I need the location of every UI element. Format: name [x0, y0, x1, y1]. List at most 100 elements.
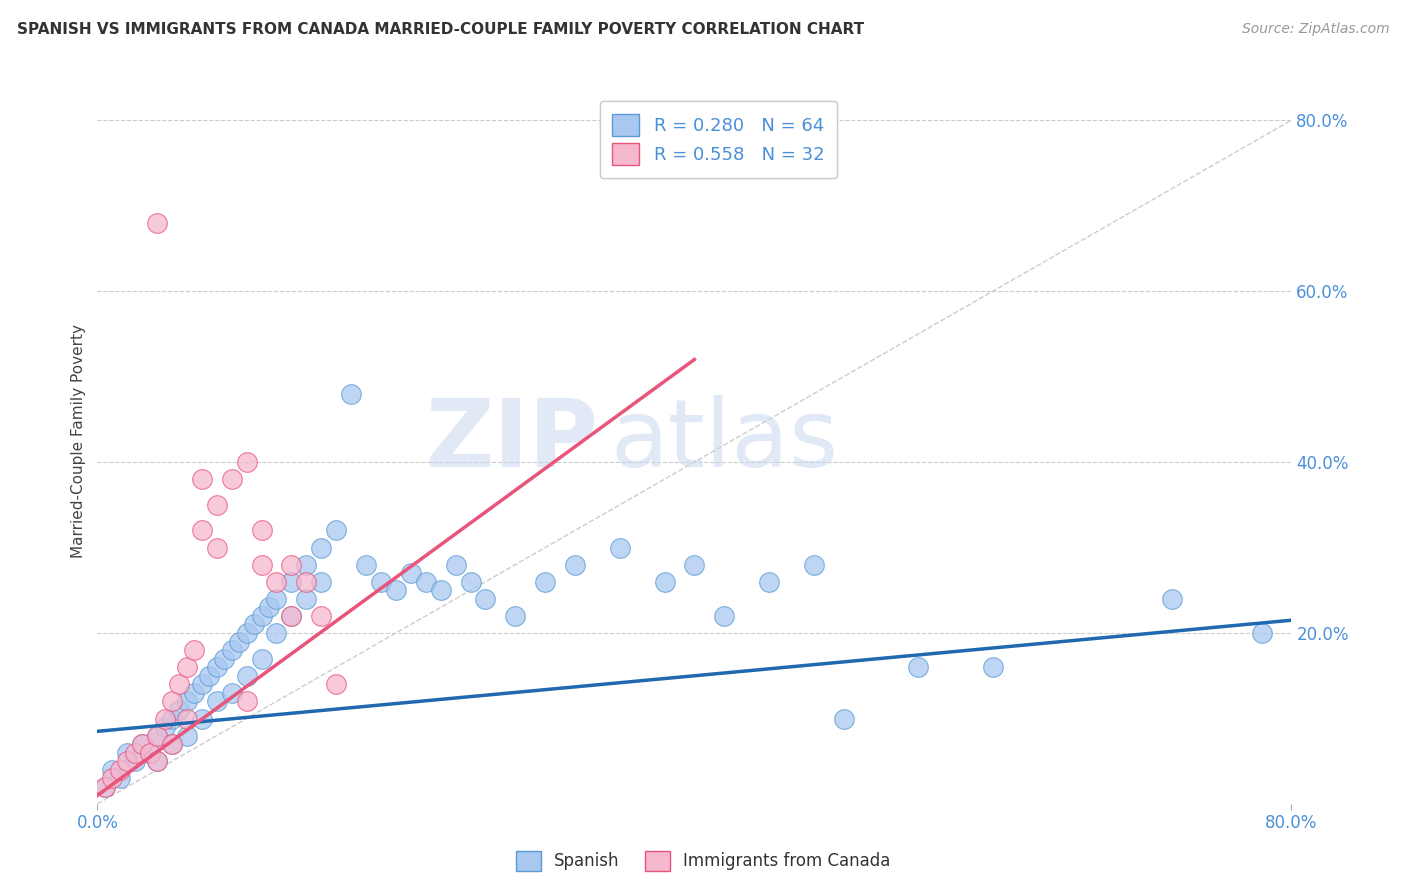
Point	[138, 746, 160, 760]
Point	[250, 524, 273, 538]
Point	[235, 626, 257, 640]
Point	[280, 609, 302, 624]
Point	[235, 455, 257, 469]
Point	[131, 737, 153, 751]
Point	[295, 558, 318, 572]
Point	[169, 703, 191, 717]
Point	[460, 574, 482, 589]
Point	[243, 617, 266, 632]
Point	[609, 541, 631, 555]
Point	[94, 780, 117, 794]
Point	[108, 763, 131, 777]
Point	[235, 669, 257, 683]
Legend: R = 0.280   N = 64, R = 0.558   N = 32: R = 0.280 N = 64, R = 0.558 N = 32	[599, 101, 837, 178]
Point	[340, 386, 363, 401]
Point	[176, 712, 198, 726]
Point	[108, 772, 131, 786]
Point	[131, 737, 153, 751]
Point	[280, 609, 302, 624]
Point	[183, 643, 205, 657]
Point	[444, 558, 467, 572]
Point	[160, 694, 183, 708]
Text: Source: ZipAtlas.com: Source: ZipAtlas.com	[1241, 22, 1389, 37]
Point	[94, 780, 117, 794]
Point	[295, 574, 318, 589]
Point	[191, 472, 214, 486]
Point	[176, 729, 198, 743]
Point	[250, 609, 273, 624]
Point	[146, 754, 169, 768]
Point	[832, 712, 855, 726]
Point	[212, 651, 235, 665]
Point	[115, 754, 138, 768]
Point	[124, 754, 146, 768]
Point	[169, 677, 191, 691]
Y-axis label: Married-Couple Family Poverty: Married-Couple Family Poverty	[72, 324, 86, 558]
Point	[205, 660, 228, 674]
Point	[981, 660, 1004, 674]
Point	[235, 694, 257, 708]
Point	[1161, 591, 1184, 606]
Point	[564, 558, 586, 572]
Point	[295, 591, 318, 606]
Point	[160, 737, 183, 751]
Point	[221, 643, 243, 657]
Point	[280, 558, 302, 572]
Point	[250, 651, 273, 665]
Point	[250, 558, 273, 572]
Point	[160, 737, 183, 751]
Point	[429, 583, 451, 598]
Point	[654, 574, 676, 589]
Point	[385, 583, 408, 598]
Point	[266, 591, 288, 606]
Point	[325, 677, 347, 691]
Point	[907, 660, 929, 674]
Point	[146, 754, 169, 768]
Text: atlas: atlas	[610, 395, 839, 487]
Point	[309, 574, 332, 589]
Point	[758, 574, 780, 589]
Point	[221, 686, 243, 700]
Point	[266, 574, 288, 589]
Point	[534, 574, 557, 589]
Legend: Spanish, Immigrants from Canada: Spanish, Immigrants from Canada	[508, 842, 898, 880]
Point	[146, 729, 169, 743]
Point	[146, 216, 169, 230]
Point	[683, 558, 706, 572]
Point	[280, 574, 302, 589]
Text: SPANISH VS IMMIGRANTS FROM CANADA MARRIED-COUPLE FAMILY POVERTY CORRELATION CHAR: SPANISH VS IMMIGRANTS FROM CANADA MARRIE…	[17, 22, 865, 37]
Point	[153, 712, 176, 726]
Point	[228, 634, 250, 648]
Point	[205, 498, 228, 512]
Point	[101, 772, 124, 786]
Point	[325, 524, 347, 538]
Point	[205, 541, 228, 555]
Point	[503, 609, 526, 624]
Point	[221, 472, 243, 486]
Point	[176, 694, 198, 708]
Point	[138, 746, 160, 760]
Point	[146, 729, 169, 743]
Point	[266, 626, 288, 640]
Point	[153, 720, 176, 734]
Point	[309, 541, 332, 555]
Point	[803, 558, 825, 572]
Point	[191, 712, 214, 726]
Point	[257, 600, 280, 615]
Point	[101, 763, 124, 777]
Point	[124, 746, 146, 760]
Point	[713, 609, 735, 624]
Point	[205, 694, 228, 708]
Point	[474, 591, 496, 606]
Point	[399, 566, 422, 581]
Point	[354, 558, 377, 572]
Point	[198, 669, 221, 683]
Point	[415, 574, 437, 589]
Text: ZIP: ZIP	[426, 395, 599, 487]
Point	[1250, 626, 1272, 640]
Point	[176, 660, 198, 674]
Point	[309, 609, 332, 624]
Point	[160, 712, 183, 726]
Point	[370, 574, 392, 589]
Point	[115, 746, 138, 760]
